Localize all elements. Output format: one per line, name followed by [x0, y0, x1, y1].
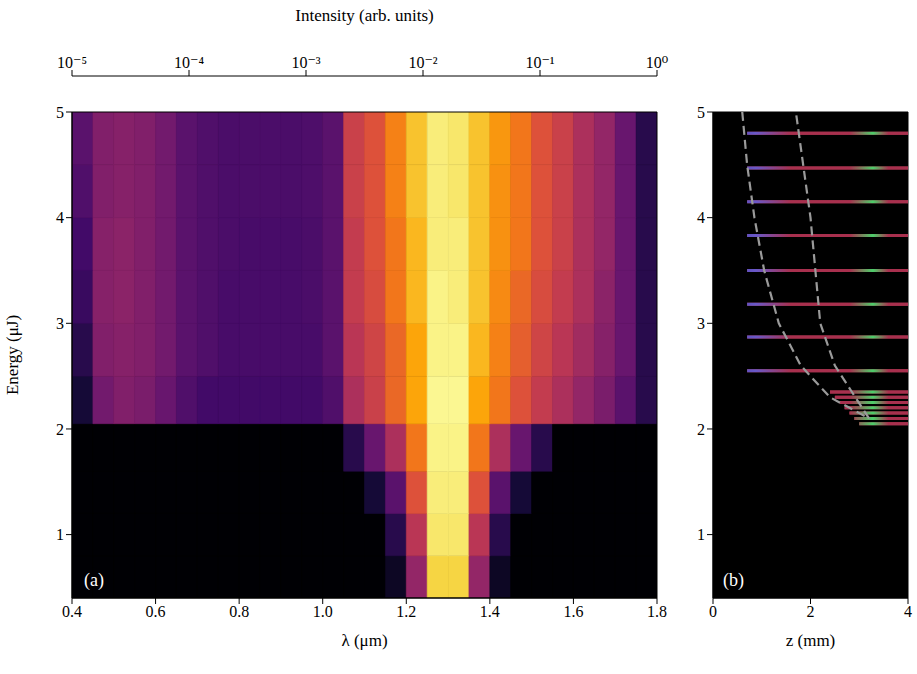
- svg-text:1.0: 1.0: [313, 603, 333, 620]
- svg-text:10⁻³: 10⁻³: [291, 54, 320, 71]
- svg-text:10⁻¹: 10⁻¹: [525, 54, 554, 71]
- svg-text:1.4: 1.4: [480, 603, 500, 620]
- svg-text:0.8: 0.8: [229, 603, 249, 620]
- svg-text:0: 0: [709, 603, 717, 620]
- svg-text:10⁻²: 10⁻²: [408, 54, 437, 71]
- svg-text:3: 3: [697, 315, 705, 332]
- svg-text:1: 1: [56, 526, 64, 543]
- svg-text:3: 3: [56, 315, 64, 332]
- html-text:(b): (b): [723, 570, 744, 590]
- svg-text:Energy (μJ): Energy (μJ): [3, 315, 22, 395]
- html-text:Intensity (arb. units): Intensity (arb. units): [295, 6, 434, 25]
- svg-text:1.6: 1.6: [563, 603, 583, 620]
- svg-text:z (mm): z (mm): [786, 631, 836, 650]
- svg-text:2: 2: [807, 603, 815, 620]
- svg-text:1.8: 1.8: [647, 603, 667, 620]
- html-text:(a): (a): [84, 570, 104, 590]
- svg-text:4: 4: [56, 209, 64, 226]
- svg-text:1: 1: [697, 526, 705, 543]
- svg-text:0.6: 0.6: [146, 603, 166, 620]
- svg-text:5: 5: [697, 104, 705, 121]
- svg-text:4: 4: [697, 209, 705, 226]
- svg-text:2: 2: [697, 421, 705, 438]
- svg-text:5: 5: [56, 104, 64, 121]
- svg-text:4: 4: [904, 603, 912, 620]
- svg-text:1.2: 1.2: [396, 603, 416, 620]
- svg-text:10⁰: 10⁰: [646, 54, 668, 71]
- svg-text:λ (μm): λ (μm): [341, 631, 387, 650]
- svg-text:0.4: 0.4: [62, 603, 82, 620]
- svg-text:10⁻⁵: 10⁻⁵: [57, 54, 87, 71]
- svg-text:10⁻⁴: 10⁻⁴: [174, 54, 204, 71]
- svg-text:2: 2: [56, 421, 64, 438]
